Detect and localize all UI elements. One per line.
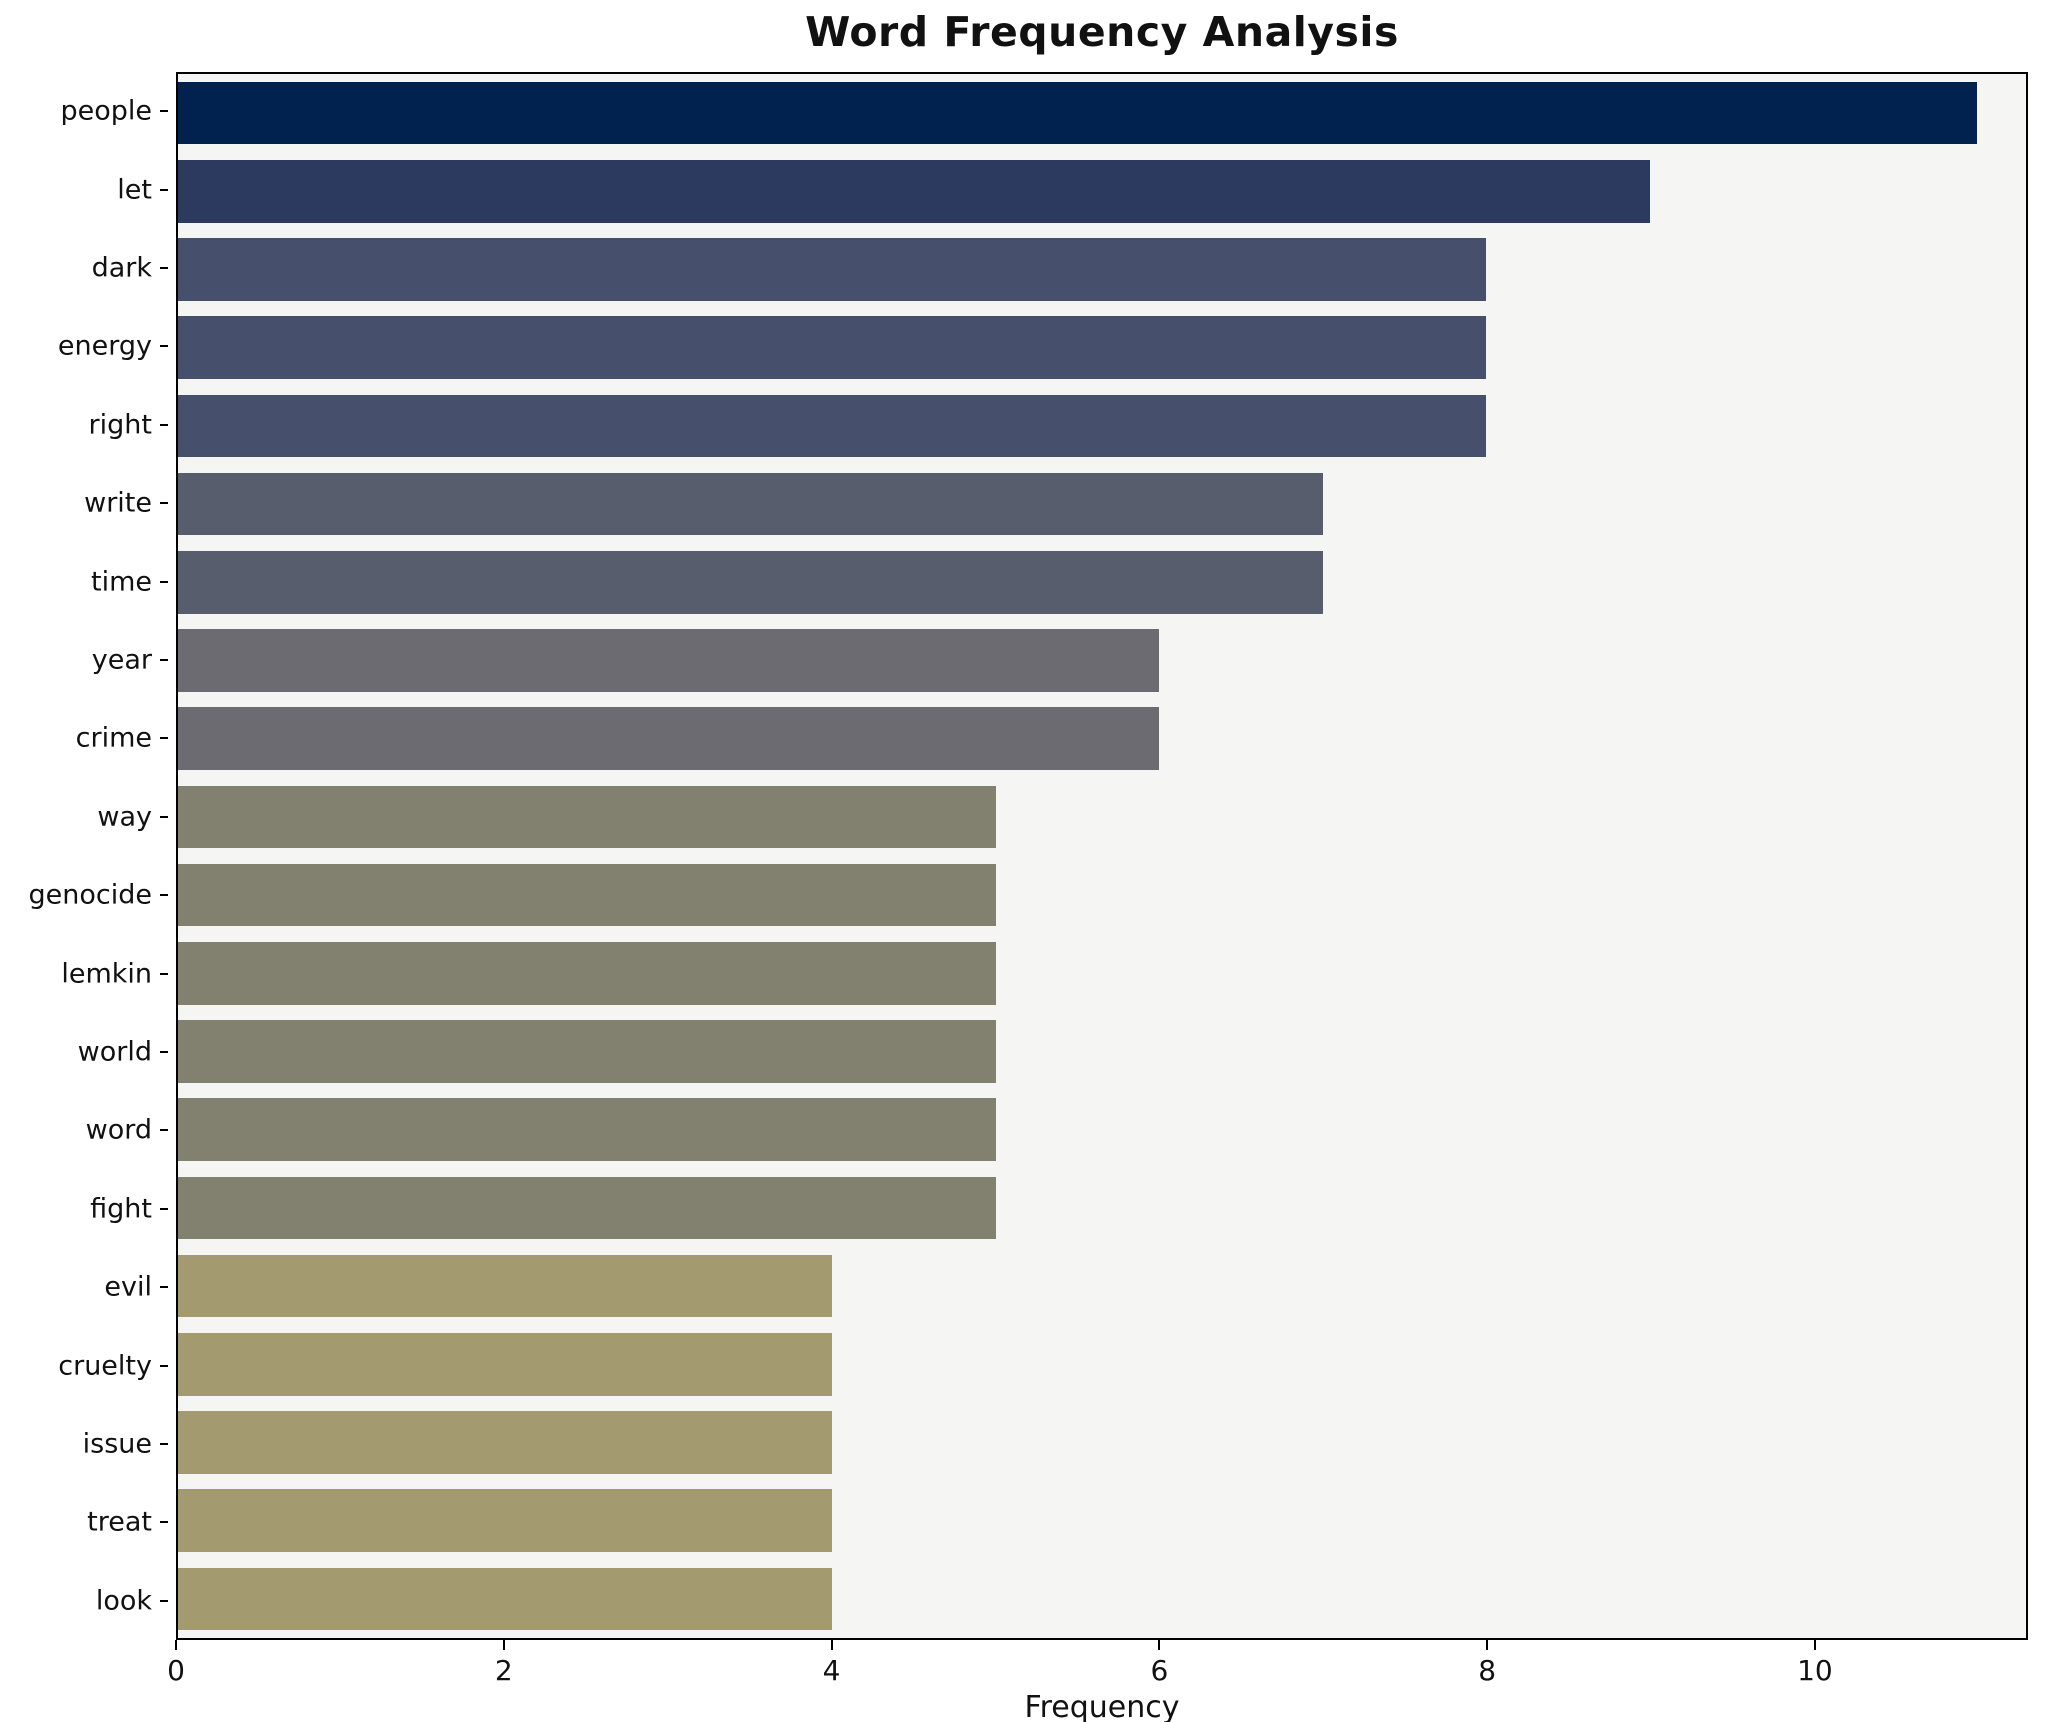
bar-row: [178, 551, 1323, 614]
y-tick-label: dark: [91, 252, 152, 284]
x-tick-label: 4: [822, 1654, 841, 1687]
bar: [178, 551, 1323, 614]
y-tick-label: let: [117, 174, 152, 206]
y-tick-mark: [160, 267, 168, 269]
y-tick-label: people: [60, 95, 152, 127]
x-tick-mark: [1486, 1640, 1489, 1650]
x-tick-label: 6: [1150, 1654, 1169, 1687]
bar-row: [178, 863, 996, 927]
bar-row: [178, 316, 1487, 379]
y-tick-mark: [160, 502, 168, 505]
bar-row: [178, 238, 1487, 301]
y-tick-label: fight: [90, 1193, 152, 1225]
y-tick-label: treat: [87, 1506, 152, 1538]
y-tick-mark: [160, 1443, 168, 1445]
y-tick-label: look: [95, 1585, 152, 1617]
y-axis-labels: people let dark energy right write time year cri…: [0, 72, 168, 1640]
bar: [178, 472, 1323, 536]
bar: [178, 863, 996, 927]
bar: [178, 1567, 833, 1631]
y-tick-label: time: [90, 566, 152, 598]
y-tick-mark: [160, 188, 168, 191]
y-tick-mark: [160, 1051, 168, 1053]
x-tick-label: 2: [494, 1654, 513, 1687]
bar-row: [178, 707, 1160, 770]
bar-row: [178, 1333, 833, 1396]
y-tick-mark: [160, 894, 168, 897]
x-tick-mark: [175, 1640, 177, 1650]
bar-row: [178, 785, 996, 849]
y-tick-mark: [160, 580, 168, 583]
x-axis-title: Frequency: [1024, 1690, 1180, 1722]
y-tick-label: year: [91, 644, 152, 676]
bar: [178, 629, 1160, 692]
y-tick-label: genocide: [28, 879, 152, 911]
y-tick-mark: [160, 345, 168, 348]
x-tick-label: 8: [1478, 1654, 1497, 1687]
y-tick-mark: [160, 423, 168, 426]
bar: [178, 1411, 833, 1474]
x-tick-label: 0: [167, 1654, 185, 1687]
bar: [178, 81, 1977, 145]
bar: [178, 1333, 833, 1396]
bar: [178, 160, 1650, 223]
y-tick-mark: [160, 1286, 168, 1289]
x-tick-mark: [830, 1640, 833, 1650]
y-tick-label: cruelty: [58, 1350, 152, 1382]
bar: [178, 1020, 996, 1083]
bar: [178, 1098, 996, 1161]
y-tick-mark: [160, 815, 168, 818]
bar-row: [178, 1489, 833, 1552]
bar-row: [178, 1411, 833, 1474]
bar: [178, 1176, 996, 1240]
bar: [178, 316, 1487, 379]
bar-row: [178, 1254, 833, 1318]
y-tick-mark: [160, 110, 168, 113]
y-tick-mark: [160, 972, 168, 975]
x-tick-mark: [1158, 1640, 1161, 1650]
x-axis-ticks: 0 2 4 6 8 10: [167, 1640, 2028, 1720]
y-tick-mark: [160, 1207, 168, 1210]
bar-row: [178, 942, 996, 1005]
bar-row: [178, 1020, 996, 1083]
y-tick-label: crime: [75, 722, 152, 754]
bar: [178, 942, 996, 1005]
y-tick-mark: [160, 1521, 168, 1524]
y-tick-label: issue: [82, 1428, 152, 1460]
y-tick-mark: [160, 659, 168, 661]
y-tick-label: evil: [104, 1271, 152, 1303]
y-tick-label: way: [97, 801, 152, 833]
chart-title: Word Frequency Analysis: [805, 8, 1399, 56]
bar: [178, 238, 1487, 301]
y-tick-mark: [160, 737, 168, 740]
bar-row: [178, 1567, 833, 1631]
bar: [178, 1489, 833, 1552]
plot-area: [176, 72, 2028, 1640]
y-tick-label: energy: [57, 330, 152, 362]
bar-row: [178, 81, 1977, 145]
y-tick-label: world: [77, 1036, 152, 1068]
bar-row: [178, 160, 1650, 223]
bar: [178, 707, 1160, 770]
y-tick-mark: [160, 1364, 168, 1367]
y-tick-label: write: [84, 487, 152, 519]
y-tick-label: lemkin: [61, 958, 152, 990]
y-tick-mark: [160, 1129, 168, 1132]
bar: [178, 1254, 833, 1318]
bar-row: [178, 394, 1487, 458]
bar: [178, 394, 1487, 458]
bar: [178, 785, 996, 849]
bar-row: [178, 629, 1160, 692]
x-tick-label: 10: [1797, 1654, 1833, 1687]
y-tick-label: word: [85, 1114, 152, 1146]
bar-row: [178, 1098, 996, 1161]
y-tick-mark: [160, 1599, 168, 1602]
y-tick-label: right: [88, 409, 152, 441]
x-tick-mark: [502, 1640, 505, 1650]
x-tick-mark: [1813, 1640, 1816, 1650]
bar-row: [178, 472, 1323, 536]
bar-row: [178, 1176, 996, 1240]
